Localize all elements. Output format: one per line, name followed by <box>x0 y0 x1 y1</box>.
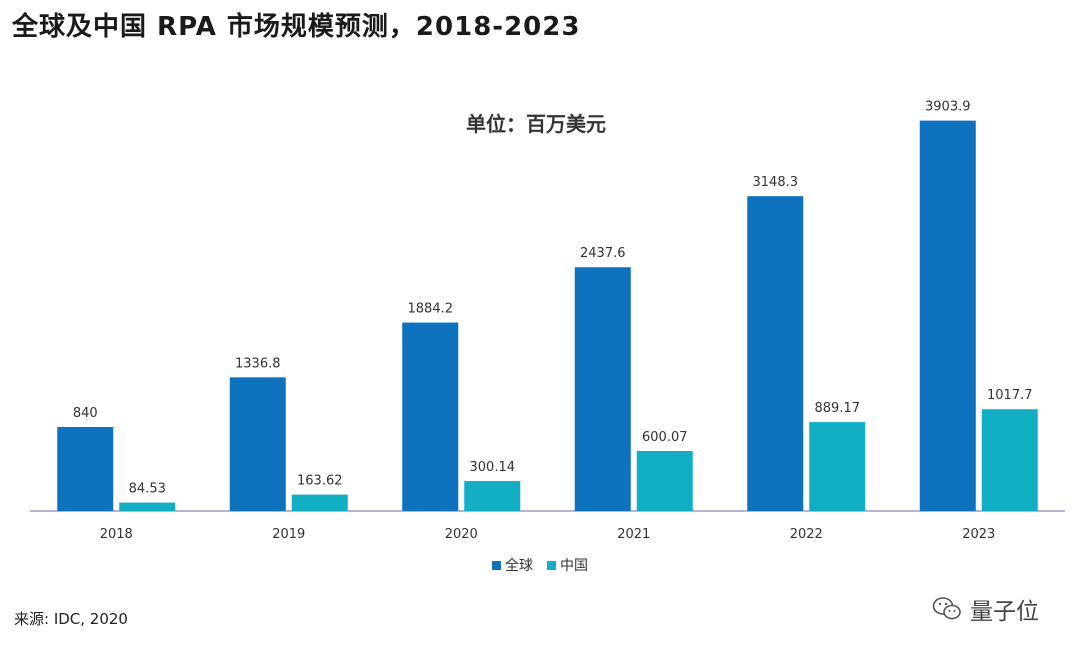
bar-global-2023 <box>919 120 976 512</box>
bar-global-2018 <box>57 427 114 511</box>
legend-item-global: 全球 <box>492 555 533 575</box>
bar-china-2018 <box>119 502 176 511</box>
chart-legend: 全球 中国 <box>0 555 1080 575</box>
x-tick-label-2018: 2018 <box>100 527 133 542</box>
data-label-global-2021: 2437.6 <box>580 246 626 261</box>
watermark: 量子位 <box>932 592 1039 626</box>
bar-global-2021 <box>574 267 631 511</box>
bar-china-2019 <box>291 494 348 511</box>
data-label-global-2022: 3148.3 <box>753 175 799 190</box>
data-label-global-2019: 1336.8 <box>235 356 281 371</box>
legend-item-china: 中国 <box>547 555 588 575</box>
legend-label-china: 中国 <box>560 558 588 574</box>
data-label-global-2023: 3903.9 <box>925 100 971 115</box>
x-tick-label-2020: 2020 <box>445 527 478 542</box>
data-label-china-2021: 600.07 <box>642 430 688 445</box>
data-label-global-2018: 840 <box>73 406 98 421</box>
bar-china-2020 <box>464 480 521 511</box>
data-label-china-2018: 84.53 <box>129 482 166 497</box>
wechat-icon <box>932 597 961 620</box>
data-label-china-2023: 1017.7 <box>987 388 1033 403</box>
x-tick-label-2021: 2021 <box>617 527 650 542</box>
source-note: 来源: IDC, 2020 <box>14 610 128 628</box>
data-label-china-2020: 300.14 <box>470 460 516 475</box>
data-label-china-2019: 163.62 <box>297 474 343 489</box>
x-tick-label-2019: 2019 <box>272 527 305 542</box>
data-label-china-2022: 889.17 <box>815 401 861 416</box>
bar-china-2023 <box>981 409 1038 511</box>
legend-swatch-global <box>492 560 501 570</box>
unit-label: 单位：百万美元 <box>466 112 606 136</box>
chart-title: 全球及中国 RPA 市场规模预测，2018-2023 <box>12 12 581 42</box>
legend-label-global: 全球 <box>505 558 533 574</box>
bar-global-2020 <box>402 322 459 511</box>
bar-china-2021 <box>636 450 693 511</box>
x-tick-label-2023: 2023 <box>962 527 995 542</box>
bar-chart: 840 84.53 2018 1336.8 163.62 2019 1884.2 300.14… <box>30 100 1065 542</box>
legend-swatch-china <box>547 560 556 570</box>
x-tick-label-2022: 2022 <box>790 527 823 542</box>
data-label-global-2020: 1884.2 <box>408 302 454 317</box>
watermark-text: 量子位 <box>970 599 1039 625</box>
bar-china-2022 <box>809 422 866 511</box>
bar-global-2019 <box>229 377 286 511</box>
bar-global-2022 <box>747 196 804 512</box>
